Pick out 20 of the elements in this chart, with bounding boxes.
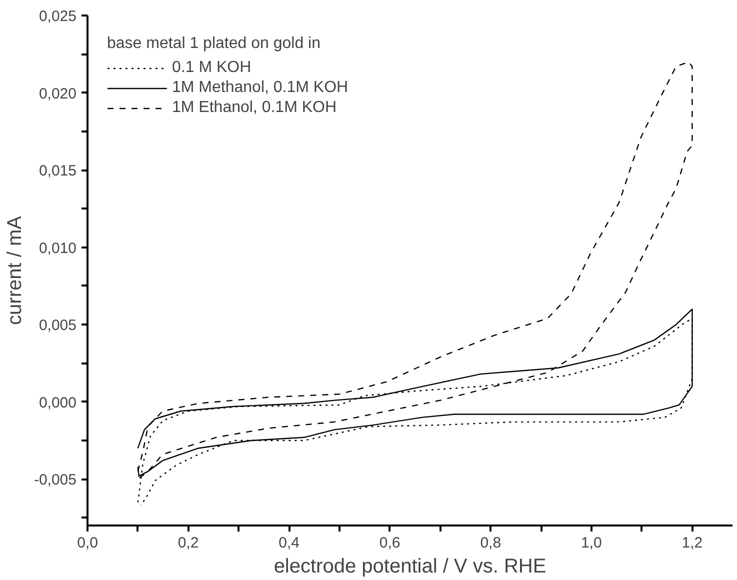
- x-tick-label: 1,0: [580, 534, 602, 552]
- legend-title: base metal 1 plated on gold in: [107, 35, 322, 53]
- x-axis-title: electrode potential / V vs. RHE: [274, 556, 546, 578]
- y-tick-label: 0,020: [38, 85, 77, 102]
- y-axis-title: current / mA: [4, 215, 26, 325]
- x-tick-label: 1,2: [682, 534, 703, 552]
- y-tick-label: 0,025: [38, 8, 77, 25]
- legend-label: 1M Ethanol, 0.1M KOH: [172, 99, 337, 117]
- y-tick-label: 0,010: [38, 240, 77, 257]
- x-tick-label: 0,6: [379, 534, 400, 552]
- y-tick-label: 0,000: [38, 394, 77, 412]
- y-tick-label: -0,005: [34, 472, 77, 489]
- x-tick-label: 0,4: [278, 534, 300, 552]
- x-tick-label: 0,0: [77, 534, 98, 552]
- legend-label: 0.1 M KOH: [172, 59, 252, 77]
- y-tick-label: 0,005: [38, 317, 77, 334]
- legend-label: 1M Methanol, 0.1M KOH: [172, 79, 348, 97]
- x-tick-label: 0,8: [480, 534, 502, 552]
- y-tick-label: 0,015: [38, 162, 77, 180]
- x-tick-label: 0,2: [178, 534, 199, 552]
